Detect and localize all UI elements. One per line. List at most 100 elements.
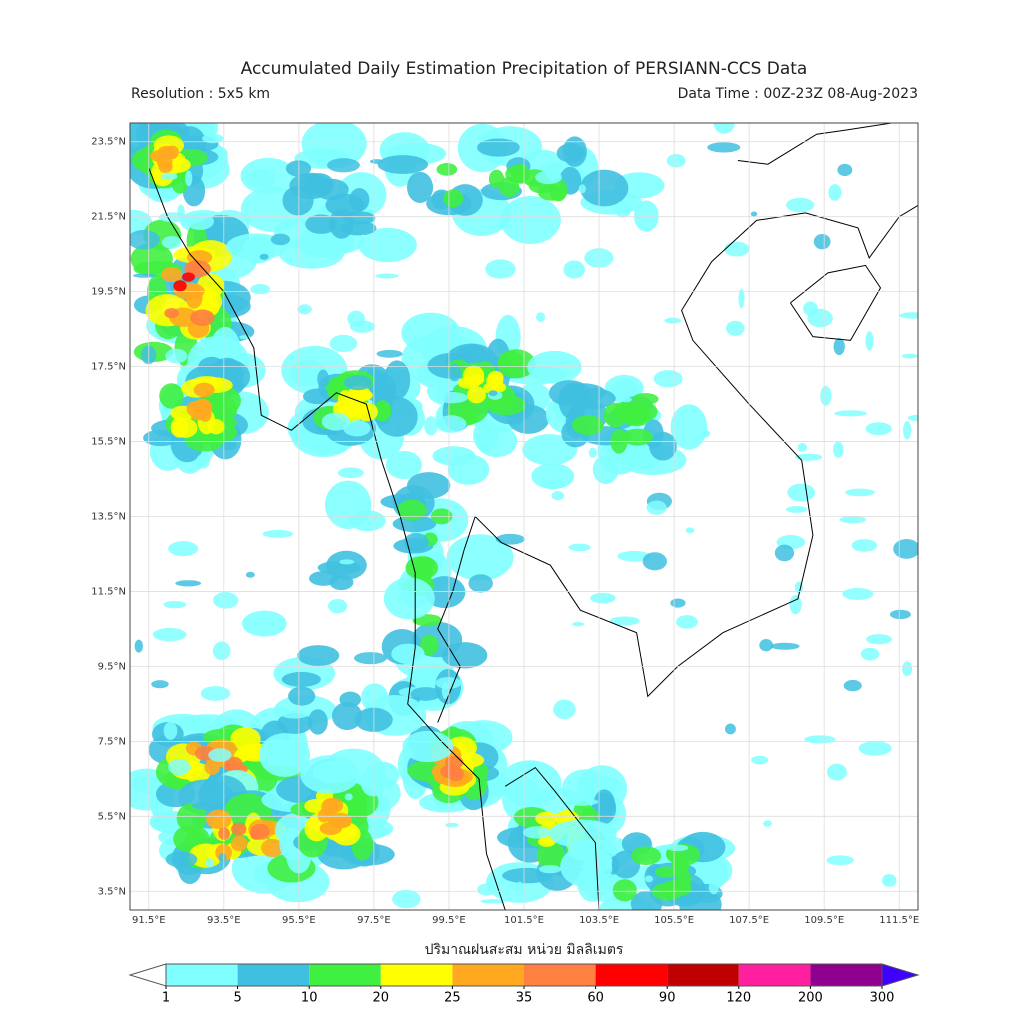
coastline [504, 766, 600, 910]
rain-patch [191, 801, 225, 810]
colorbar-tick-label: 5 [233, 991, 241, 1006]
precipitation-field [130, 123, 918, 910]
colorbar-bin [667, 964, 739, 986]
rain-patch [198, 356, 226, 379]
rain-patch [468, 574, 493, 593]
rain-patch [435, 415, 467, 433]
lon-tick-label: 95.5°E [282, 915, 316, 926]
lat-tick-label: 5.5°N [98, 811, 126, 822]
rain-patch [168, 541, 199, 557]
rain-patch [502, 867, 553, 884]
rain-patch [495, 533, 525, 545]
lon-tick-label: 93.5°E [207, 915, 241, 926]
rain-patch [899, 312, 918, 319]
rain-patch [185, 285, 203, 309]
rain-patch [331, 702, 363, 731]
rain-patch [551, 490, 565, 501]
rain-patch [536, 312, 546, 323]
rain-patch [724, 241, 750, 257]
rain-patch [403, 532, 429, 552]
rain-patch [259, 758, 282, 763]
colorbar-bin [810, 964, 882, 986]
rain-patch [583, 851, 613, 873]
rain-patch [134, 639, 143, 653]
rain-patch [205, 858, 215, 868]
rain-patch [170, 417, 188, 438]
rain-patch [522, 826, 551, 839]
rain-patch [160, 172, 178, 181]
rain-patch [186, 401, 202, 417]
rain-patch [242, 235, 275, 264]
rain-patch [270, 233, 291, 246]
rain-patch [820, 386, 832, 406]
rain-patch [903, 421, 912, 440]
rain-patch [646, 500, 667, 515]
rain-patch [445, 822, 459, 828]
rain-patch [317, 369, 329, 389]
rain-patch [392, 889, 421, 909]
rain-patch [240, 157, 296, 195]
rain-patch [158, 212, 188, 223]
rain-patch [288, 686, 316, 706]
rain-patch [536, 840, 565, 870]
rain-patch [304, 173, 335, 197]
rain-patch [858, 741, 892, 756]
rain-patch [564, 798, 599, 806]
rain-patch [833, 338, 845, 356]
colorbar-tick-label: 1 [162, 991, 170, 1006]
subtitle-left: Resolution : 5x5 km [131, 86, 270, 102]
rain-patch [230, 727, 261, 751]
rain-patch [701, 430, 711, 438]
rain-patch [245, 571, 255, 578]
rain-patch [277, 712, 313, 734]
rain-patch [168, 758, 191, 776]
rain-patch [161, 235, 182, 249]
lat-tick-label: 15.5°N [91, 437, 126, 448]
rain-patch [670, 598, 686, 608]
rain-patch [487, 371, 504, 384]
rain-patch [889, 609, 911, 620]
rain-patch [685, 527, 695, 534]
rain-patch [173, 280, 187, 292]
rain-patch [614, 201, 632, 218]
rain-patch [349, 510, 386, 532]
rain-patch [420, 634, 439, 656]
rain-patch [477, 883, 497, 896]
rain-patch [347, 402, 371, 415]
colorbar-tick-label: 25 [444, 991, 461, 1006]
rain-patch [337, 467, 364, 479]
rain-patch [708, 880, 719, 895]
colorbar-label: ปริมาณฝนสะสม หน่วย มิลลิเมตร [425, 942, 624, 958]
rain-patch [750, 211, 758, 217]
rain-patch [250, 823, 270, 839]
coastline [463, 204, 918, 698]
rain-patch [786, 197, 815, 213]
rain-patch [553, 699, 576, 720]
rain-patch [186, 212, 215, 231]
rain-patch [282, 185, 314, 216]
rain-patch [477, 138, 520, 157]
rain-patch [242, 610, 287, 637]
rain-patch [623, 403, 651, 427]
rain-patch [312, 760, 358, 784]
rain-patch [261, 838, 284, 858]
rain-patch [185, 170, 193, 187]
rain-patch [165, 851, 198, 868]
rain-patch [329, 812, 353, 829]
rain-patch [724, 723, 736, 735]
rain-patch [865, 422, 892, 436]
rain-patch [649, 431, 677, 461]
rain-patch [881, 873, 897, 887]
rain-patch [410, 687, 442, 701]
colorbar-tick-label: 90 [659, 991, 676, 1006]
coastline [737, 123, 892, 165]
rain-patch [580, 169, 629, 207]
rain-patch [726, 320, 745, 336]
rain-patch [193, 382, 215, 398]
rain-patch [385, 450, 423, 480]
map-frame [129, 122, 919, 911]
rain-patch [130, 229, 160, 250]
colorbar-bin [738, 964, 811, 986]
rain-patch [413, 556, 436, 573]
colorbar-bin [166, 964, 238, 986]
